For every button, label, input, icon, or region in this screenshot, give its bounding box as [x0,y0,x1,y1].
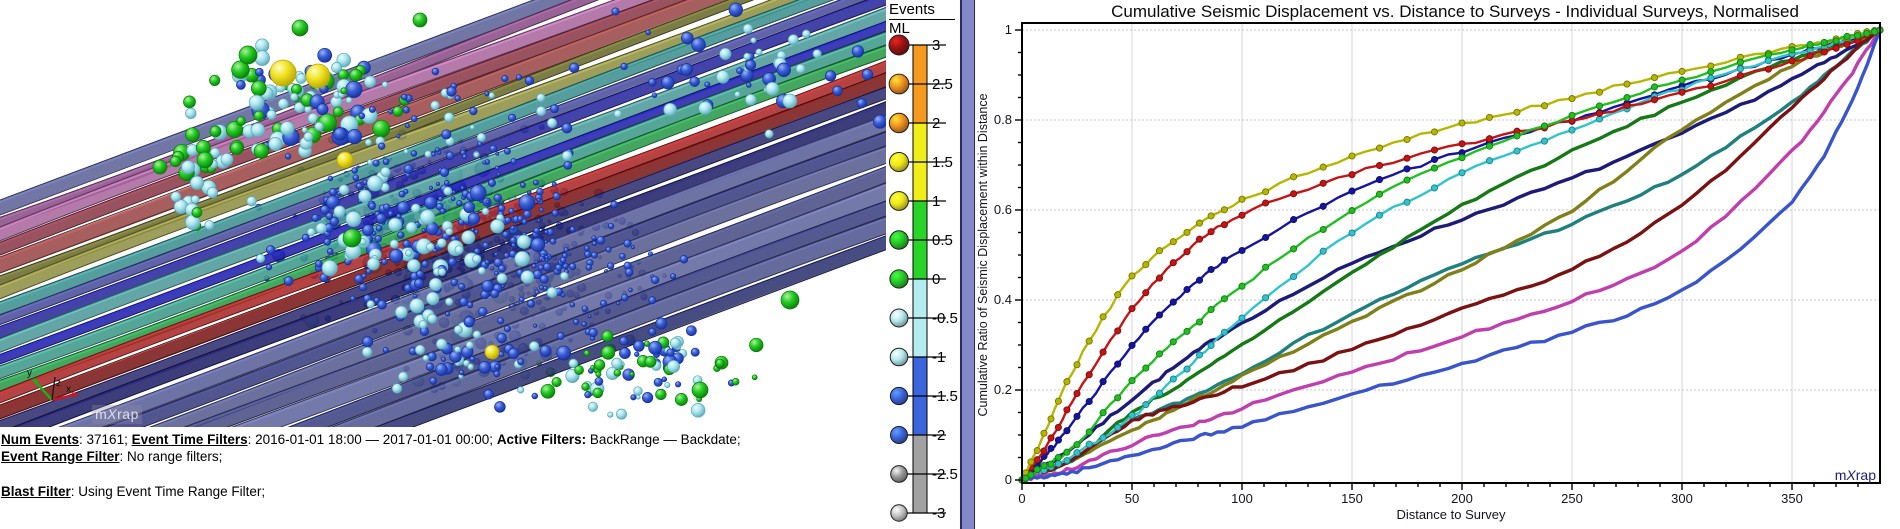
legend-ml-label: ML [889,20,910,37]
svg-text:-2: -2 [932,427,945,444]
svg-text:-1: -1 [932,349,945,366]
legend-title: Events [889,1,955,20]
svg-text:0: 0 [1018,491,1025,506]
svg-text:2: 2 [932,115,940,132]
mxrap-watermark-chart: mXrap [1834,467,1876,483]
svg-text:200: 200 [1451,491,1473,506]
svg-text:0.6: 0.6 [994,202,1012,217]
svg-text:-2.5: -2.5 [932,466,958,483]
svg-text:1.5: 1.5 [932,154,953,171]
svg-text:2.5: 2.5 [932,76,953,93]
chart-title: Cumulative Seismic Displacement vs. Dist… [1111,2,1799,21]
svg-text:50: 50 [1125,491,1139,506]
svg-text:0: 0 [1005,472,1012,487]
events-legend: Events ML 3 2.5 2 1.5 1 0.5 0 -0.5 -1 -1.5 -2 -2.5 -… [886,0,958,529]
svg-text:250: 250 [1561,491,1583,506]
event-status-text: Num Events: 37161; Event Time Filters: 2… [0,427,889,529]
chart-panel: Cumulative Seismic Displacement vs. Dist… [975,0,1900,529]
status-line-3: Blast Filter: Using Event Time Range Fil… [1,484,266,499]
svg-text:y: y [27,368,32,379]
svg-text:100: 100 [1231,491,1253,506]
svg-text:300: 300 [1671,491,1693,506]
svg-text:-1.5: -1.5 [932,388,958,405]
displacement-chart[interactable]: 0 50 100 150 200 250 300 350 0 0.2 0.4 0.6 0.8 1 Dista… [975,0,1900,529]
status-line-2: Event Range Filter: No range filters; [1,449,223,464]
svg-text:x: x [66,384,71,395]
axis-triad-icon: y zx [27,368,79,402]
svg-text:0.4: 0.4 [994,292,1012,307]
svg-text:0.8: 0.8 [994,112,1012,127]
status-line-1: Num Events: 37161; Event Time Filters: 2… [1,432,741,447]
svg-text:0.5: 0.5 [932,232,953,249]
splitter-bar[interactable] [960,0,976,529]
panel-splitter[interactable] [958,0,976,529]
svg-text:Distance to Survey: Distance to Survey [1396,507,1506,522]
magnitude-colorbar: 3 2.5 2 1.5 1 0.5 0 -0.5 -1 -1.5 -2 -2.5 -3 [888,34,958,522]
svg-text:1: 1 [1005,22,1012,37]
svg-text:0.2: 0.2 [994,382,1012,397]
svg-text:350: 350 [1781,491,1803,506]
svg-text:-3: -3 [932,505,945,522]
svg-text:3: 3 [932,37,940,54]
svg-text:-0.5: -0.5 [932,310,958,327]
svg-text:Cumulative Ratio of Seismic Di: Cumulative Ratio of Seismic Displacement… [976,93,990,416]
svg-text:0: 0 [932,271,940,288]
svg-text:150: 150 [1341,491,1363,506]
mxrap-watermark-left: mXrap [92,405,142,424]
svg-text:1: 1 [932,193,940,210]
svg-text:z: z [56,378,61,389]
